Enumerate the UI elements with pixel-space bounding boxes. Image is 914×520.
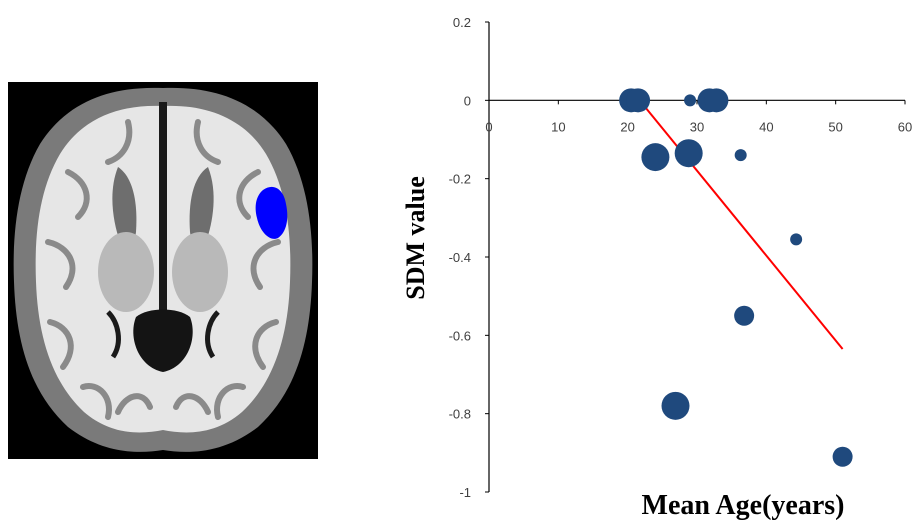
y-tick-label: -0.8: [449, 407, 471, 422]
data-point: [661, 391, 690, 420]
x-axis: 0 10 20 30 40 50 60: [485, 99, 912, 134]
x-axis-title: Mean Age(years): [642, 490, 845, 520]
y-tick-label: -0.2: [449, 172, 471, 187]
data-point: [734, 305, 755, 326]
y-axis: 0.2 0 -0.2 -0.4 -0.6 -0.8 -1: [449, 15, 490, 500]
x-tick-label: 10: [551, 119, 565, 134]
x-tick-label: 60: [898, 119, 912, 134]
data-point: [626, 88, 651, 113]
data-point: [684, 94, 697, 107]
data-point: [704, 88, 729, 113]
data-point: [734, 149, 747, 162]
y-axis-title: SDM value: [401, 176, 430, 300]
brain-slice-image: [8, 82, 318, 459]
x-tick-label: 20: [620, 119, 634, 134]
x-tick-label: 40: [759, 119, 773, 134]
scatter-points: [619, 88, 853, 467]
data-point: [790, 233, 803, 246]
x-tick-label: 0: [485, 119, 492, 134]
data-point: [832, 446, 853, 467]
x-tick-label: 30: [690, 119, 704, 134]
trendline-group: [632, 91, 844, 350]
y-tick-label: 0: [464, 93, 471, 108]
data-point: [641, 143, 670, 172]
y-tick-label: -0.4: [449, 250, 471, 265]
y-tick-label: -1: [459, 485, 471, 500]
data-point: [674, 139, 703, 168]
x-tick-label: 50: [828, 119, 842, 134]
trendline: [632, 91, 844, 350]
brain-axial-slice-icon: [8, 82, 318, 459]
y-tick-label: 0.2: [453, 15, 471, 30]
y-tick-label: -0.6: [449, 328, 471, 343]
